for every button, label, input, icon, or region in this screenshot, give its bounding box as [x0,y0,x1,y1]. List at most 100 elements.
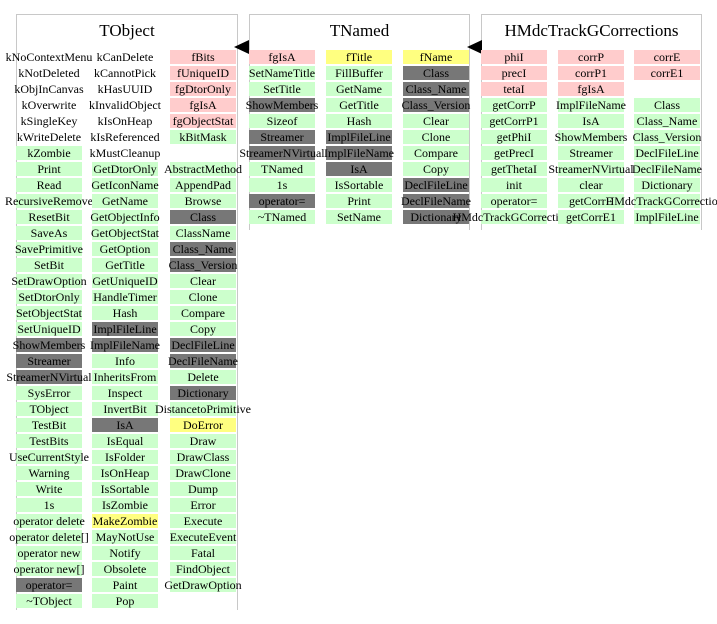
member-tnamed-streamer[interactable]: Streamer [249,130,315,144]
member-tnamed-1s[interactable]: 1s [249,178,315,192]
member-tobject-syserror[interactable]: SysError [16,386,82,400]
member-tobject-executeevent[interactable]: ExecuteEvent [170,530,236,544]
member-tobject-testbits[interactable]: TestBits [16,434,82,448]
member-hmdctrackgcorrections-class[interactable]: Class [634,98,700,112]
member-tobject-isfolder[interactable]: IsFolder [92,450,158,464]
member-hmdctrackgcorrections-tetai[interactable]: tetaI [481,82,547,96]
member-tobject-execute[interactable]: Execute [170,514,236,528]
member-tobject-fbits[interactable]: fBits [170,50,236,64]
member-hmdctrackgcorrections-corre[interactable]: corrE [634,50,700,64]
member-tobject-distancetoprimitive[interactable]: DistancetoPrimitive [155,402,251,416]
member-hmdctrackgcorrections-getcorrp[interactable]: getCorrP [481,98,547,112]
member-tnamed-fgisa[interactable]: fgIsA [249,50,315,64]
member-tobject-appendpad[interactable]: AppendPad [170,178,236,192]
member-tnamed-hash[interactable]: Hash [326,114,392,128]
member-hmdctrackgcorrections-fgisa[interactable]: fgIsA [558,82,624,96]
member-tnamed-copy[interactable]: Copy [403,162,469,176]
member-tobject-1s[interactable]: 1s [16,498,82,512]
member-tobject-testbit[interactable]: TestBit [16,418,82,432]
member-tobject-kwritedelete[interactable]: kWriteDelete [16,130,82,144]
member-tobject-invertbit[interactable]: InvertBit [92,402,158,416]
member-tobject-setobjectstat[interactable]: SetObjectStat [16,306,82,320]
member-tobject-draw[interactable]: Draw [170,434,236,448]
member-tobject-showmembers[interactable]: ShowMembers [13,338,85,352]
member-tobject-abstractmethod[interactable]: AbstractMethod [164,162,242,176]
member-tobject-resetbit[interactable]: ResetBit [16,210,82,224]
member-hmdctrackgcorrections-clear[interactable]: clear [558,178,624,192]
member-hmdctrackgcorrections-corrp[interactable]: corrP [558,50,624,64]
member-tobject-tobject[interactable]: ~TObject [16,594,82,608]
member-tobject-streamernvirtual[interactable]: StreamerNVirtual [6,370,92,384]
member-tobject-setdtoronly[interactable]: SetDtorOnly [16,290,82,304]
member-tnamed-clone[interactable]: Clone [403,130,469,144]
member-tnamed-implfilename[interactable]: ImplFileName [324,146,394,160]
member-tobject-makezombie[interactable]: MakeZombie [92,514,158,528]
member-tobject-operator-delete[interactable]: operator delete [13,514,85,528]
member-tobject-compare[interactable]: Compare [170,306,236,320]
member-tobject-tobject[interactable]: TObject [16,402,82,416]
member-tobject-implfilename[interactable]: ImplFileName [90,338,160,352]
member-tobject-kcannotpick[interactable]: kCannotPick [92,66,158,80]
member-hmdctrackgcorrections-showmembers[interactable]: ShowMembers [555,130,627,144]
member-tobject-operator-new[interactable]: operator new[] [14,562,84,576]
member-tnamed-declfilename[interactable]: DeclFileName [401,194,471,208]
member-tobject-implfileline[interactable]: ImplFileLine [92,322,158,336]
member-hmdctrackgcorrections-streamer[interactable]: Streamer [558,146,624,160]
member-tobject-error[interactable]: Error [170,498,236,512]
member-tobject-class-version[interactable]: Class_Version [169,258,237,272]
member-tnamed-implfileline[interactable]: ImplFileLine [326,130,392,144]
member-tobject-fgisa[interactable]: fgIsA [170,98,236,112]
member-tobject-kzombie[interactable]: kZombie [16,146,82,160]
member-tobject-kmustcleanup[interactable]: kMustCleanup [90,146,161,160]
member-tobject-paint[interactable]: Paint [92,578,158,592]
member-tobject-dictionary[interactable]: Dictionary [170,386,236,400]
member-tnamed-issortable[interactable]: IsSortable [326,178,392,192]
member-tnamed-clear[interactable]: Clear [403,114,469,128]
member-hmdctrackgcorrections-getcorre[interactable]: getCorrE [558,194,624,208]
member-tnamed-print[interactable]: Print [326,194,392,208]
member-tobject-delete[interactable]: Delete [170,370,236,384]
member-tobject-operator-new[interactable]: operator new [16,546,82,560]
member-tobject-fgdtoronly[interactable]: fgDtorOnly [170,82,236,96]
member-tobject-setuniqueid[interactable]: SetUniqueID [16,322,82,336]
member-tnamed-fillbuffer[interactable]: FillBuffer [326,66,392,80]
member-tnamed-tnamed[interactable]: ~TNamed [249,210,315,224]
member-tobject-info[interactable]: Info [92,354,158,368]
member-tobject-fgobjectstat[interactable]: fgObjectStat [170,114,236,128]
member-tobject-notify[interactable]: Notify [92,546,158,560]
member-tobject-classname[interactable]: ClassName [170,226,236,240]
member-tobject-kisreferenced[interactable]: kIsReferenced [90,130,159,144]
member-tobject-getdtoronly[interactable]: GetDtorOnly [92,162,158,176]
member-hmdctrackgcorrections-getcorrp1[interactable]: getCorrP1 [481,114,547,128]
member-tobject-isa[interactable]: IsA [92,418,158,432]
member-tobject-write[interactable]: Write [16,482,82,496]
member-hmdctrackgcorrections-dictionary[interactable]: Dictionary [634,178,700,192]
member-tobject-isequal[interactable]: IsEqual [92,434,158,448]
member-tobject-knocontextmenu[interactable]: kNoContextMenu [6,50,93,64]
member-tobject-declfileline[interactable]: DeclFileLine [170,338,236,352]
member-tobject-handletimer[interactable]: HandleTimer [92,290,158,304]
member-tobject-ksinglekey[interactable]: kSingleKey [16,114,82,128]
member-tobject-clear[interactable]: Clear [170,274,236,288]
member-tobject-kinvalidobject[interactable]: kInvalidObject [89,98,161,112]
member-tobject-khasuuid[interactable]: kHasUUID [92,82,158,96]
member-tobject-read[interactable]: Read [16,178,82,192]
member-tnamed-isa[interactable]: IsA [326,162,392,176]
member-tnamed-class-version[interactable]: Class_Version [402,98,470,112]
member-hmdctrackgcorrections-declfilename[interactable]: DeclFileName [632,162,702,176]
member-tobject-print[interactable]: Print [16,162,82,176]
member-hmdctrackgcorrections-class-version[interactable]: Class_Version [633,130,701,144]
member-tnamed-settitle[interactable]: SetTitle [249,82,315,96]
member-tnamed-streamernvirtual[interactable]: StreamerNVirtual [239,146,325,160]
member-tobject-kisonheap[interactable]: kIsOnHeap [92,114,158,128]
member-tobject-kobjincanvas[interactable]: kObjInCanvas [14,82,83,96]
member-tobject-iszombie[interactable]: IsZombie [92,498,158,512]
member-tobject-funiqueid[interactable]: fUniqueID [170,66,236,80]
member-tnamed-dictionary[interactable]: Dictionary [403,210,469,224]
member-hmdctrackgcorrections-operator[interactable]: operator= [481,194,547,208]
member-hmdctrackgcorrections-isa[interactable]: IsA [558,114,624,128]
member-tobject-class[interactable]: Class [170,210,236,224]
member-tobject-geticonname[interactable]: GetIconName [91,178,159,192]
member-tnamed-ftitle[interactable]: fTitle [326,50,392,64]
member-tobject-hash[interactable]: Hash [92,306,158,320]
